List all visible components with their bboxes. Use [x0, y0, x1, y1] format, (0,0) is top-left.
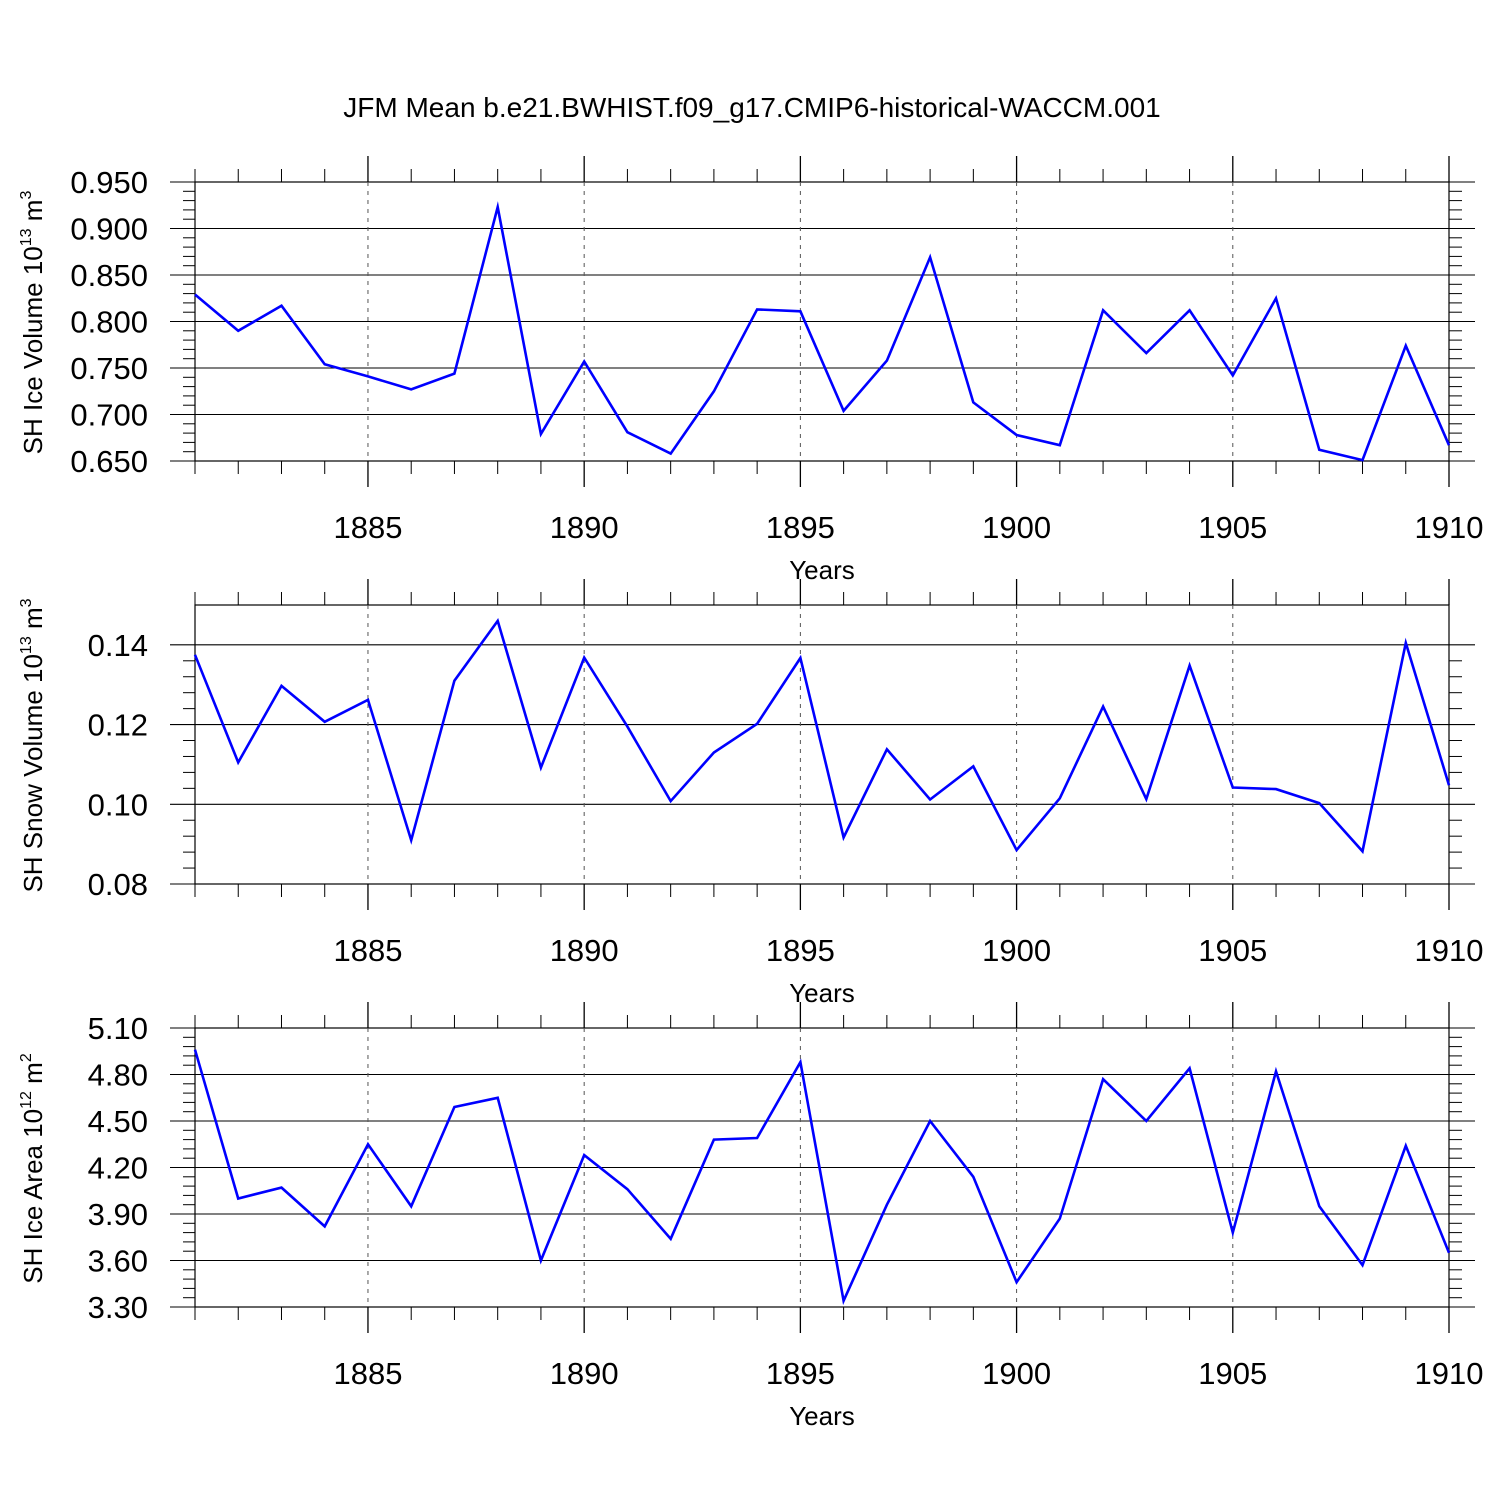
y-tick-label: 4.50: [88, 1104, 148, 1139]
data-series-line: [193, 617, 1451, 855]
y-tick-label: 0.850: [70, 258, 148, 293]
y-axis-title-superscript: 3: [18, 598, 35, 607]
y-tick-label: 0.900: [70, 212, 148, 247]
snow-volume-panel: 0.08 0.10 0.12 0.14 1885 1890 1895 1900 1905 1910…: [18, 579, 1483, 1008]
x-tick-label: 1900: [982, 933, 1051, 968]
y-tick-label: 3.60: [88, 1244, 148, 1279]
x-axis-title: Years: [789, 555, 855, 585]
y-axis-title-superscript: 12: [18, 1091, 35, 1109]
y-axis-title-superscript: 13: [18, 636, 35, 654]
y-axis-title: SH Snow Volume 1013 m3: [18, 598, 48, 892]
y-axis-title-superscript: 3: [18, 191, 35, 200]
x-tick-label: 1910: [1415, 1356, 1484, 1391]
y-axis-title: SH Ice Area 1012 m2: [18, 1053, 48, 1284]
y-tick-label: 0.800: [70, 305, 148, 340]
plot-frame: [194, 604, 1450, 885]
y-tick-label: 0.650: [70, 444, 148, 479]
y-tick-label: 0.10: [88, 787, 148, 822]
data-series-line: [194, 201, 1451, 462]
y-tick-label: 3.90: [88, 1197, 148, 1232]
y-tick-label: 0.700: [70, 398, 148, 433]
x-tick-label: 1900: [982, 1356, 1051, 1391]
y-tick-label: 0.14: [88, 628, 148, 663]
x-tick-label: 1895: [766, 1356, 835, 1391]
y-axis-title: SH Ice Volume 1013 m3: [18, 191, 48, 455]
data-series-line: [193, 1049, 1451, 1306]
y-axis-title-text: m: [18, 1062, 48, 1091]
x-tick-label: 1885: [333, 1356, 402, 1391]
y-axis-title-text: m: [18, 607, 48, 636]
plot-frame: [194, 181, 1450, 462]
x-tick-label: 1910: [1415, 510, 1484, 545]
y-tick-label: 0.750: [70, 351, 148, 386]
x-tick-label: 1890: [550, 1356, 619, 1391]
y-tick-label: 4.20: [88, 1151, 148, 1186]
x-axis-title: Years: [789, 1401, 855, 1431]
y-tick-label: 3.30: [88, 1290, 148, 1325]
x-tick-label: 1895: [766, 510, 835, 545]
y-tick-label: 0.950: [70, 165, 148, 200]
y-tick-label: 5.10: [88, 1011, 148, 1046]
x-axis-title: Years: [789, 978, 855, 1008]
x-tick-label: 1890: [550, 510, 619, 545]
y-axis-title-text: SH Ice Volume 10: [18, 246, 48, 454]
x-tick-label: 1895: [766, 933, 835, 968]
y-tick-label: 4.80: [88, 1058, 148, 1093]
y-axis-title-superscript: 13: [18, 228, 35, 246]
x-tick-label: 1885: [333, 510, 402, 545]
y-tick-label: 0.08: [88, 867, 148, 902]
figure-title: JFM Mean b.e21.BWHIST.f09_g17.CMIP6-hist…: [343, 92, 1160, 123]
y-tick-label: 0.12: [88, 708, 148, 743]
x-tick-label: 1910: [1415, 933, 1484, 968]
y-axis-title-text: SH Ice Area 10: [18, 1109, 48, 1284]
y-axis-title-text: m: [18, 200, 48, 229]
x-tick-label: 1905: [1198, 510, 1267, 545]
ice-volume-panel: 0.650 0.700 0.750 0.800 0.850 0.900 0.950 1885 1…: [18, 156, 1483, 585]
x-tick-label: 1885: [333, 933, 402, 968]
x-tick-label: 1905: [1198, 1356, 1267, 1391]
y-axis-title-superscript: 2: [18, 1053, 35, 1062]
x-tick-label: 1890: [550, 933, 619, 968]
ice-area-panel: 3.30 3.60 3.90 4.20 4.50 4.80 5.10 1885 1890 1895…: [18, 1002, 1483, 1431]
y-axis-title-text: SH Snow Volume 10: [18, 654, 48, 892]
x-tick-label: 1900: [982, 510, 1051, 545]
x-tick-label: 1905: [1198, 933, 1267, 968]
plot-frame: [194, 1027, 1450, 1308]
